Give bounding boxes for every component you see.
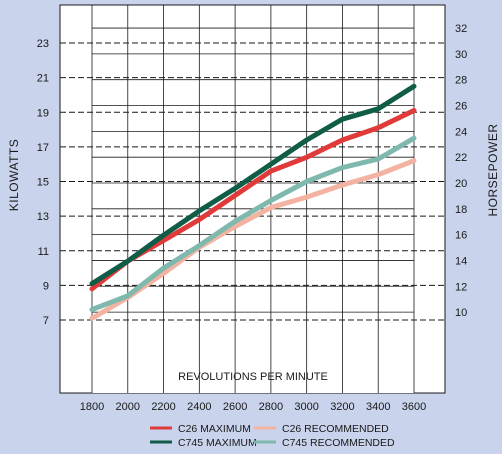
x-tick-label: 2000 [116,401,140,413]
legend-label: C745 MAXIMUM [178,437,257,449]
right-tick-label: 20 [455,178,467,190]
left-tick-label: 17 [37,142,49,154]
series-line [89,135,417,313]
series-line [89,83,417,287]
series-line [89,158,417,321]
left-tick-label: 9 [43,280,49,292]
x-tick-label: 2200 [151,401,175,413]
right-tick-label: 30 [455,49,467,61]
right-tick-label: 22 [455,152,467,164]
right-axis-title: HORSEPOWER [486,123,500,216]
left-tick-label: 23 [37,38,49,50]
x-tick-label: 2600 [223,401,247,413]
x-tick-label: 3400 [366,401,390,413]
x-tick-label: 1800 [80,401,104,413]
right-tick-label: 14 [455,255,467,267]
x-tick-label: 3600 [402,401,426,413]
left-tick-label: 7 [43,315,49,327]
left-tick-label: 15 [37,177,49,189]
x-tick-label: 2800 [259,401,283,413]
left-tick-label: 11 [38,246,49,258]
left-tick-label: 19 [37,107,49,119]
x-tick-labels: 1800 2000 2200 2400 2600 2800 3000 3200 3400 3600 [80,401,426,413]
legend: C26 MAXIMUM C26 RECOMMENDED C745 MAXIMUM C7… [150,423,395,449]
x-tick-label: 2400 [187,401,211,413]
right-tick-labels: 10 12 14 16 18 20 22 24 26 28 30 32 [455,23,467,319]
right-tick-label: 28 [455,75,467,87]
right-tick-label: 26 [455,101,467,113]
right-tick-label: 32 [455,23,467,35]
left-tick-label: 13 [37,211,49,223]
right-tick-label: 12 [455,281,467,293]
left-axis-title: KILOWATTS [7,139,21,212]
x-axis-title: REVOLUTIONS PER MINUTE [178,371,328,383]
legend-label: C26 MAXIMUM [178,423,251,435]
left-tick-label: 21 [37,73,49,85]
legend-label: C745 RECOMMENDED [282,437,395,449]
right-tick-label: 24 [455,126,467,138]
left-tick-labels: 7 9 11 13 15 17 19 21 23 [37,38,49,327]
series-lines [89,83,417,321]
right-tick-label: 10 [455,307,467,319]
x-tick-label: 3000 [294,401,318,413]
x-tick-label: 3200 [330,401,354,413]
plot-area [59,4,446,394]
x-axis-label-box [92,357,414,393]
right-tick-label: 16 [455,230,467,242]
legend-label: C26 RECOMMENDED [282,423,389,435]
right-tick-label: 18 [455,204,467,216]
